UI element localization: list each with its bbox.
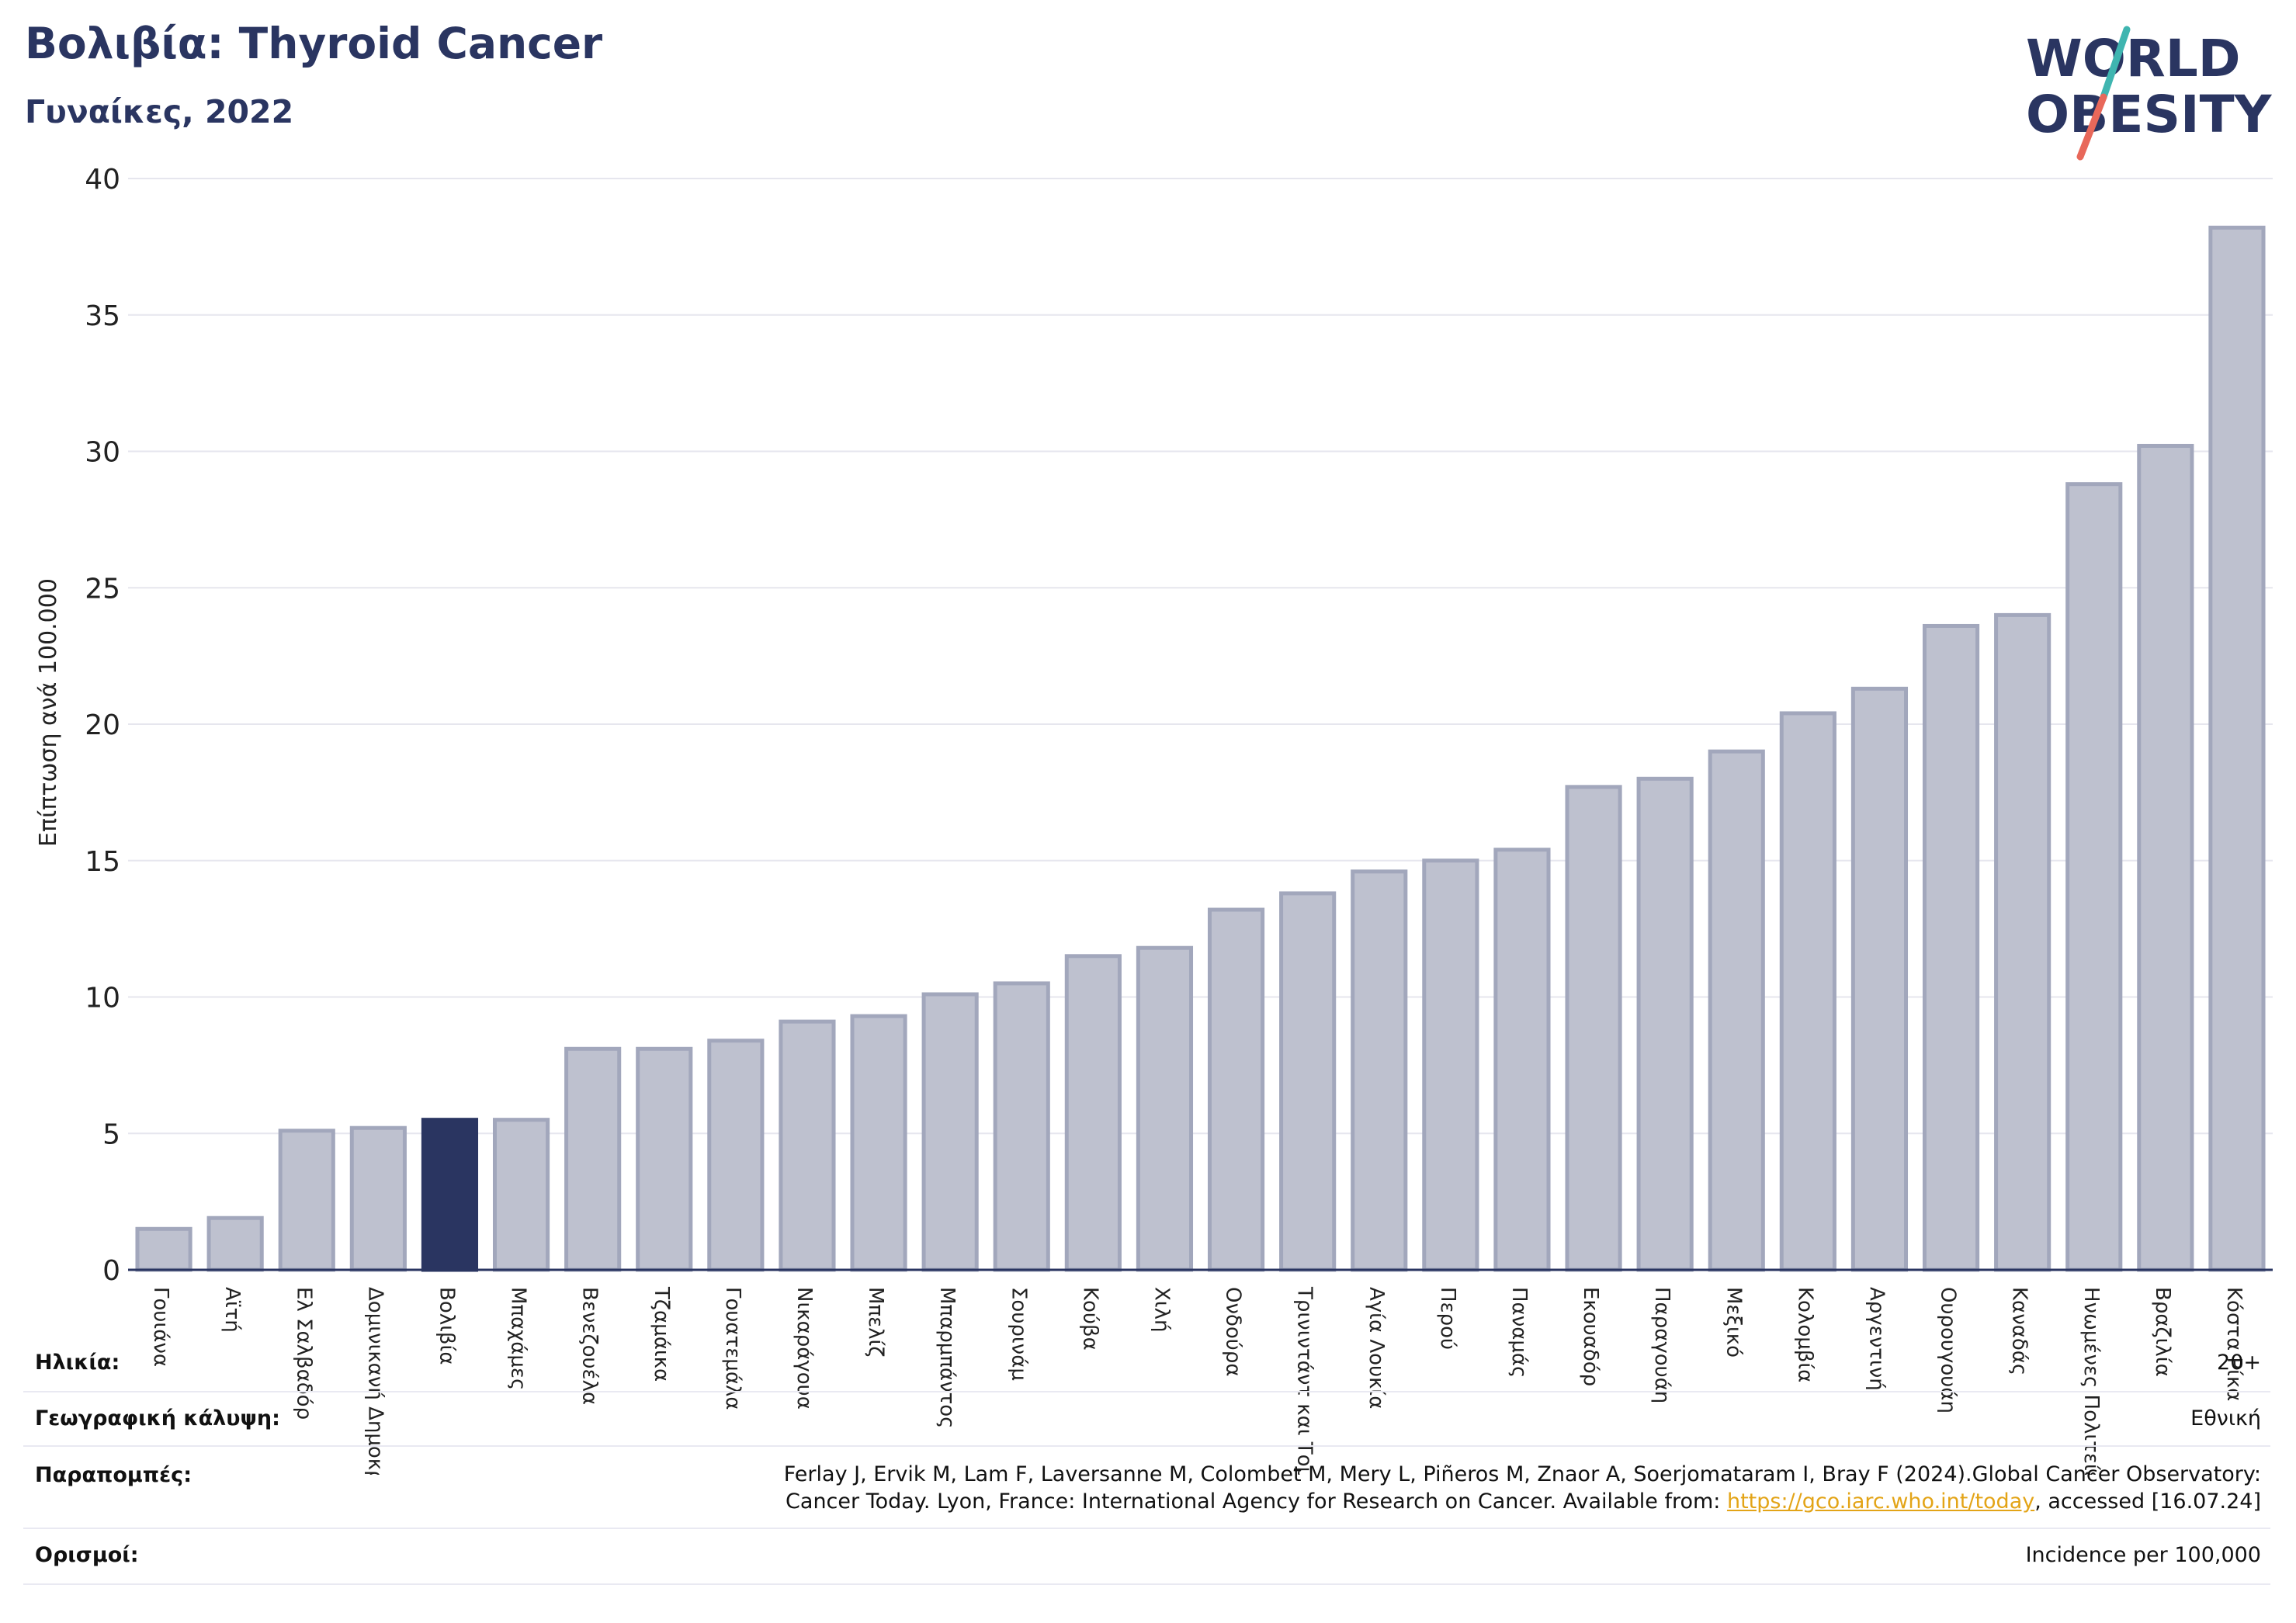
logo-slash-coral (2076, 93, 2107, 161)
y-tick-label: 10 (85, 983, 120, 1014)
x-tick-label: Παναμάς (1507, 1287, 1531, 1378)
logo-slash-teal (2100, 26, 2131, 101)
x-tick-label: Νικαράγουα (793, 1287, 816, 1410)
info-divider (23, 1528, 2270, 1529)
x-tick-label: Μπαρμπάντος (935, 1287, 959, 1428)
info-divider (23, 1583, 2270, 1585)
bar-17[interactable] (1351, 869, 1408, 1272)
bar-10[interactable] (850, 1014, 907, 1272)
y-tick-label: 35 (85, 300, 120, 332)
age-value: 20+ (2217, 1351, 2261, 1375)
x-tick-label: Περού (1436, 1287, 1459, 1350)
bar-21[interactable] (1636, 776, 1694, 1272)
x-tick-label: Βενεζουέλα (578, 1287, 602, 1405)
x-axis-labels: Γουιάνα Αϊτή Ελ Σαλβαδόρ Δομινικανή Δημοκρα… (149, 1286, 2246, 1475)
bar-9[interactable] (779, 1019, 836, 1272)
y-tick-label: 20 (85, 709, 120, 741)
chart-subtitle: Γυναίκες, 2022 (25, 93, 294, 130)
x-tick-label: Αϊτή (220, 1287, 244, 1333)
x-tick-label: Βραζιλία (2151, 1287, 2174, 1377)
x-tick-label: Βολιβία (435, 1287, 458, 1365)
x-tick-label: Κολομβία (1793, 1287, 1816, 1382)
bar-20[interactable] (1565, 785, 1622, 1272)
bar-23[interactable] (1779, 711, 1836, 1272)
bar-16[interactable] (1279, 891, 1337, 1272)
y-tick-label: 40 (85, 164, 120, 196)
bar-24[interactable] (1850, 686, 1909, 1272)
bar-7[interactable] (636, 1046, 693, 1272)
bar-13[interactable] (1064, 954, 1122, 1272)
definitions-value: Incidence per 100,000 (2025, 1543, 2261, 1567)
coverage-value: Εθνική (2190, 1406, 2261, 1431)
bar-12[interactable] (993, 981, 1050, 1272)
x-tick-label: Ελ Σαλβαδόρ (292, 1287, 315, 1420)
x-tick-label: Χιλή (1150, 1287, 1173, 1332)
logo-text-world: WORLD (2026, 29, 2241, 88)
y-tick-label: 0 (102, 1255, 120, 1287)
references-label: Παραπομπές: (35, 1463, 192, 1487)
x-tick-label: Κούβα (1078, 1287, 1101, 1351)
x-tick-label: Τρινιντάντ και Τομπάγκο (1293, 1286, 1316, 1475)
x-tick-label: Τζαμάικα (650, 1286, 673, 1382)
bar-25[interactable] (1922, 623, 1980, 1272)
bar-14[interactable] (1136, 945, 1194, 1272)
bar-0[interactable] (135, 1226, 192, 1272)
bar-18[interactable] (1422, 858, 1479, 1272)
y-axis-ticks: 0 5 10 15 20 25 30 35 40 (85, 164, 120, 1287)
bar-5[interactable] (492, 1118, 550, 1272)
y-tick-label: 25 (85, 573, 120, 605)
bar-8[interactable] (707, 1039, 765, 1272)
x-tick-label: Καναδάς (2008, 1287, 2031, 1375)
info-divider (23, 1391, 2270, 1392)
bar-11[interactable] (921, 992, 979, 1272)
logo-text-obesity: OBESITY (2026, 85, 2273, 144)
x-tick-label: Γουατεμάλα (721, 1287, 744, 1410)
y-tick-label: 30 (85, 437, 120, 469)
references-text: Cancer Today. Lyon, France: Internationa… (786, 1489, 1727, 1514)
bars (135, 225, 2266, 1272)
chart-title: Βολιβία: Thyroid Cancer (25, 19, 603, 68)
x-tick-label: Μεξικό (1722, 1287, 1745, 1358)
x-tick-label: Ουρουγουάη (1937, 1287, 1960, 1413)
references-accessed: , accessed [16.07.24] (2034, 1489, 2261, 1514)
references-line-2: Cancer Today. Lyon, France: Internationa… (784, 1488, 2261, 1515)
x-tick-label: Σουρινάμ (1007, 1287, 1030, 1381)
info-divider (23, 1445, 2270, 1447)
age-label: Ηλικία: (35, 1351, 120, 1375)
bar-28[interactable] (2137, 443, 2194, 1272)
y-tick-label: 5 (102, 1118, 120, 1150)
bar-19[interactable] (1493, 848, 1551, 1272)
bar-29[interactable] (2208, 225, 2266, 1272)
references-line-1: Ferlay J, Ervik M, Lam F, Laversanne M, … (783, 1462, 2261, 1486)
x-tick-label: Ηνωμένες Πολιτείες (2079, 1287, 2103, 1475)
world-obesity-logo: WORLD OBESITY (2026, 26, 2273, 161)
references-link[interactable]: https://gco.iarc.who.int/today (1726, 1489, 2035, 1514)
bar-2[interactable] (278, 1129, 335, 1272)
bar-26[interactable] (1994, 612, 2051, 1272)
x-tick-label: Μπελίζ (864, 1287, 887, 1357)
x-tick-label: Παραγουάη (1650, 1287, 1673, 1403)
y-axis-title: Επίπτωση ανά 100.000 (35, 578, 62, 847)
y-tick-label: 15 (85, 846, 120, 878)
references-value: Ferlay J, Ervik M, Lam F, Laversanne M, … (784, 1461, 2261, 1515)
bar-chart: 0 5 10 15 20 25 30 35 40 Γουιάνα Αϊτή Ελ Σαλβαδόρ Δ… (35, 164, 2273, 1475)
bar-22[interactable] (1708, 749, 1765, 1272)
bar-4[interactable] (421, 1118, 479, 1272)
x-tick-label: Αγία Λουκία (1365, 1287, 1388, 1409)
x-tick-label: Κόστα Ρίκα (2222, 1287, 2246, 1401)
bar-27[interactable] (2065, 482, 2123, 1272)
coverage-label: Γεωγραφική κάλυψη: (35, 1406, 280, 1431)
bar-15[interactable] (1207, 907, 1265, 1272)
bar-3[interactable] (349, 1125, 407, 1272)
x-tick-label: Μπαχάμες (507, 1287, 530, 1390)
x-tick-label: Γουιάνα (149, 1287, 172, 1367)
x-tick-label: Αργεντινή (1864, 1287, 1888, 1391)
definitions-label: Ορισμοί: (35, 1543, 139, 1567)
x-tick-label: Ονδούρα (1222, 1287, 1245, 1377)
x-tick-label: Δομινικανή Δημοκρατία (363, 1287, 387, 1475)
x-tick-label: Εκουαδόρ (1579, 1287, 1602, 1386)
bar-6[interactable] (564, 1046, 622, 1272)
bar-1[interactable] (206, 1216, 264, 1272)
